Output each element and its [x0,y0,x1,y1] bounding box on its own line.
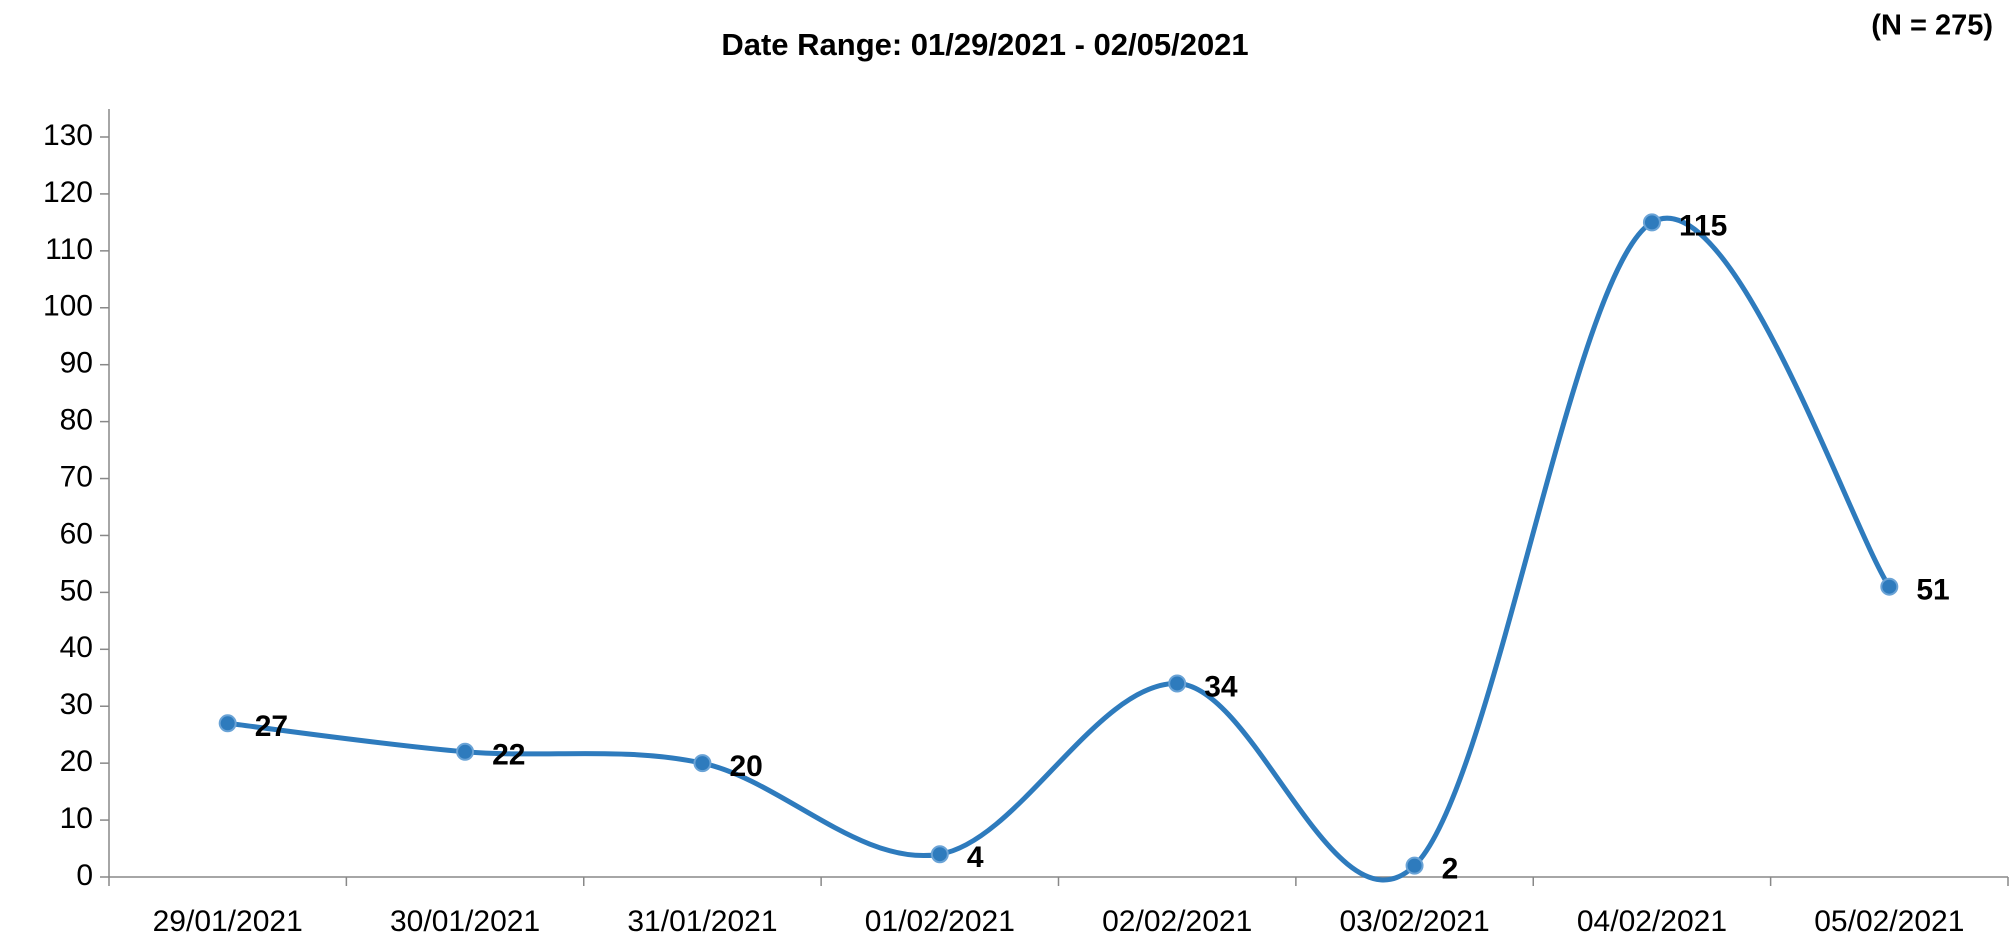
y-tick-label: 10 [60,802,93,835]
data-label: 34 [1204,670,1238,703]
marker [930,845,949,864]
y-tick-label: 120 [43,176,93,209]
y-tick-label: 100 [43,290,93,323]
marker [1168,674,1187,693]
x-tick-label: 05/02/2021 [1814,905,1964,938]
marker [218,714,237,733]
marker [1880,577,1899,596]
y-tick-label: 90 [60,347,93,380]
y-tick-label: 20 [60,745,93,778]
marker [456,742,475,761]
y-tick-label: 30 [60,688,93,721]
x-tick-label: 03/02/2021 [1339,905,1489,938]
data-label: 4 [967,841,984,874]
marker [1405,856,1424,875]
x-tick-label: 04/02/2021 [1577,905,1727,938]
x-tick-label: 02/02/2021 [1102,905,1252,938]
data-label: 51 [1916,574,1949,607]
marker [1642,213,1661,232]
data-label: 27 [255,710,288,743]
y-tick-label: 40 [60,631,93,664]
data-label: 115 [1679,209,1727,242]
chart-title: Date Range: 01/29/2021 - 02/05/2021 [721,27,1248,62]
data-label: 20 [729,750,762,783]
x-tick-label: 31/01/2021 [627,905,777,938]
y-tick-label: 0 [76,859,93,892]
x-tick-label: 29/01/2021 [153,905,303,938]
data-label: 2 [1442,853,1459,886]
y-tick-label: 50 [60,574,93,607]
marker [693,754,712,773]
x-tick-label: 30/01/2021 [390,905,540,938]
y-tick-label: 80 [60,404,93,437]
x-tick-label: 01/02/2021 [865,905,1015,938]
y-tick-label: 130 [43,119,93,152]
data-label: 22 [492,739,525,772]
y-tick-label: 110 [45,233,93,266]
y-tick-label: 60 [60,517,93,550]
y-tick-label: 70 [60,460,93,493]
annotation: (N = 275) [1871,10,1993,42]
line [227,216,1892,883]
